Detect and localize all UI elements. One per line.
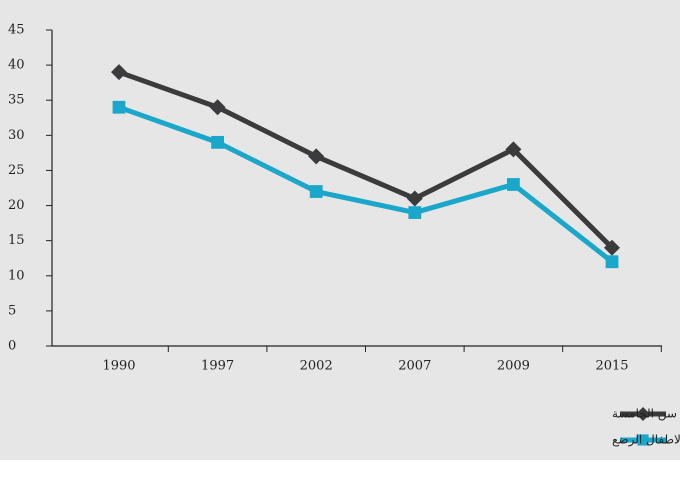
chart-background <box>0 0 680 460</box>
y-tick-label: 35 <box>8 93 25 108</box>
marker <box>408 206 422 219</box>
marker <box>111 64 127 81</box>
marker <box>309 185 323 198</box>
marker <box>505 141 522 158</box>
x-tick-label: 1997 <box>201 359 234 374</box>
x-tick-label: 2009 <box>497 359 530 374</box>
y-tick-label: 30 <box>8 128 25 143</box>
y-tick-label: 15 <box>8 233 25 248</box>
marker <box>605 255 619 269</box>
marker <box>211 135 224 149</box>
legend-label: معدل الوفاة للاطفال دون سن الخامسة <box>612 407 680 422</box>
series-line <box>118 104 614 264</box>
y-tick-label: 5 <box>8 303 16 318</box>
marker <box>507 178 520 191</box>
y-tick-label: 45 <box>8 23 25 38</box>
y-tick-label: 10 <box>8 268 25 283</box>
x-tick-label: 2002 <box>300 359 333 374</box>
legend-label: معدل وفيات الاطفال الرضع <box>612 433 680 448</box>
x-tick-label: 1990 <box>102 359 135 374</box>
series-line <box>118 69 614 250</box>
marker <box>406 190 423 207</box>
marker <box>308 148 325 165</box>
marker <box>604 239 620 256</box>
y-tick-label: 25 <box>8 163 25 178</box>
x-tick-label: 2015 <box>595 359 628 374</box>
x-tick-label: 2007 <box>398 359 431 374</box>
y-tick-label: 40 <box>8 58 25 73</box>
y-tick-label: 0 <box>8 339 16 354</box>
y-tick-label: 20 <box>8 198 25 213</box>
marker <box>637 434 649 446</box>
marker <box>209 99 226 116</box>
marker <box>636 407 650 421</box>
marker <box>112 100 126 114</box>
